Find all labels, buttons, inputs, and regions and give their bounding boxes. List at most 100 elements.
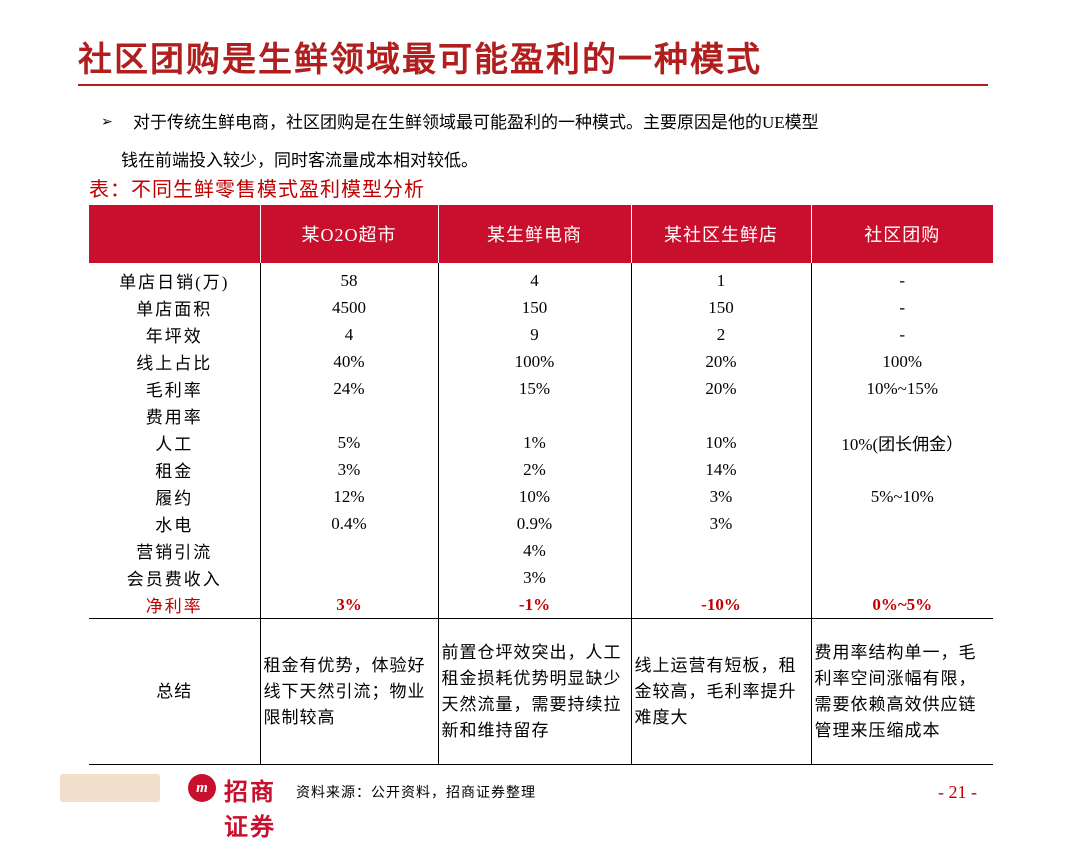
table-cell: 0%~5% xyxy=(811,591,993,619)
bullet-line-2: 钱在前端投入较少，同时客流量成本相对较低。 xyxy=(121,151,478,170)
row-label: 营销引流 xyxy=(89,537,261,564)
table-cell: 15% xyxy=(438,375,632,402)
table-cell: 10% xyxy=(631,429,812,456)
table-row: 费用率 xyxy=(89,402,993,429)
table-cell xyxy=(811,456,993,483)
table-header: 某O2O超市 xyxy=(260,205,439,263)
table-cell: 5% xyxy=(260,429,439,456)
table-row: 线上占比 40% 100% 20% 100% xyxy=(89,348,993,375)
bullet-point: ➢ 对于传统生鲜电商，社区团购是在生鲜领域最可能盈利的一种模式。主要原因是他的U… xyxy=(101,104,993,180)
summary-cell: 费用率结构单一，毛利率空间涨幅有限，需要依赖高效供应链管理来压缩成本 xyxy=(811,618,993,765)
table-header: 某生鲜电商 xyxy=(438,205,632,263)
table-cell xyxy=(260,537,439,564)
table-cell: -1% xyxy=(438,591,632,619)
table-cell: 10%(团长佣金） xyxy=(841,435,964,454)
table-cell: 3% xyxy=(260,591,439,619)
table-cell: 3% xyxy=(260,456,439,483)
table-cell xyxy=(631,402,812,429)
row-label: 净利率 xyxy=(89,591,261,619)
table-row: 水电 0.4% 0.9% 3% xyxy=(89,510,993,537)
row-label: 费用率 xyxy=(89,402,261,429)
row-label: 毛利率 xyxy=(89,375,261,402)
table-row: 单店面积 4500 150 150- xyxy=(89,294,993,321)
summary-cell: 线上运营有短板，租金较高，毛利率提升难度大 xyxy=(631,618,812,765)
table-cell: 4 xyxy=(438,263,632,294)
row-label: 水电 xyxy=(89,510,261,537)
source-note: 资料来源：公开资料，招商证券整理 xyxy=(296,786,536,801)
table-row: 单店日销(万) 58 4 1 - xyxy=(89,263,993,294)
table-cell: - xyxy=(899,324,906,344)
table-header: 某社区生鲜店 xyxy=(631,205,812,263)
table-cell: - xyxy=(899,270,906,290)
table-row: 履约 12% 10% 3% 5%~10% xyxy=(89,483,993,510)
table-cell: 4 xyxy=(260,321,439,348)
table-cell: 14% xyxy=(631,456,812,483)
arrow-bullet-icon: ➢ xyxy=(101,115,113,130)
row-label: 租金 xyxy=(89,456,261,483)
table-cell: 5%~10% xyxy=(870,486,934,506)
table-header: 社区团购 xyxy=(811,205,993,263)
table-cell: 24% xyxy=(260,375,439,402)
row-label: 人工 xyxy=(89,429,261,456)
table-cell xyxy=(631,564,812,591)
table-row: 会员费收入 3% xyxy=(89,564,993,591)
row-label: 总结 xyxy=(89,618,261,765)
row-label: 会员费收入 xyxy=(89,564,261,591)
page-number: - 21 - xyxy=(938,782,977,802)
table-cell: 20% xyxy=(631,375,812,402)
table-row: 人工 5% 1% 10% 10%(团长佣金） xyxy=(89,429,993,456)
table-cell: 1 xyxy=(631,263,812,294)
title-divider xyxy=(78,84,988,86)
table-row: 营销引流 4% xyxy=(89,537,993,564)
table-cell: 2% xyxy=(438,456,632,483)
table-row: 毛利率 24% 15% 20% 10%~15% xyxy=(89,375,993,402)
table-cell: 150 xyxy=(438,294,632,321)
table-cell: 150 xyxy=(631,294,812,321)
table-cell: 1% xyxy=(438,429,632,456)
table-cell: 20% xyxy=(631,348,812,375)
row-label: 年坪效 xyxy=(89,321,261,348)
summary-row: 总结 租金有优势，体验好线下天然引流；物业限制较高 前置仓坪效突出，人工租金损耗优势… xyxy=(89,618,993,765)
table-cell xyxy=(811,537,993,564)
table-cell: 10% xyxy=(438,483,632,510)
table-cell: 100% xyxy=(438,348,632,375)
summary-cell: 租金有优势，体验好线下天然引流；物业限制较高 xyxy=(260,618,439,765)
page-title: 社区团购是生鲜领域最可能盈利的一种模式 xyxy=(78,40,762,80)
row-label: 单店面积 xyxy=(89,294,261,321)
table-cell: -10% xyxy=(631,591,812,619)
table-cell: 3% xyxy=(631,510,812,537)
table-header-row: 某O2O超市 某生鲜电商 某社区生鲜店 社区团购 xyxy=(89,205,993,263)
logo-watermark xyxy=(60,774,160,802)
table-cell xyxy=(260,402,439,429)
table-cell xyxy=(811,510,993,537)
row-label: 线上占比 xyxy=(89,348,261,375)
logo-text: 招商证券 xyxy=(224,777,276,841)
table-row: 年坪效 4 9 2 - xyxy=(89,321,993,348)
table-cell: 3% xyxy=(438,564,632,591)
bullet-line-1: 对于传统生鲜电商，社区团购是在生鲜领域最可能盈利的一种模式。主要原因是他的UE模… xyxy=(133,113,819,132)
table-cell: 100% xyxy=(882,351,923,371)
table-header xyxy=(89,205,261,263)
net-margin-row: 净利率 3% -1% -10% 0%~5% xyxy=(89,591,993,619)
table-cell xyxy=(811,402,993,429)
broker-logo: m 招商证券 xyxy=(48,772,288,841)
table-caption: 表：不同生鲜零售模式盈利模型分析 xyxy=(89,179,425,201)
summary-cell: 前置仓坪效突出，人工租金损耗优势明显缺少天然流量，需要持续拉新和维持留存 xyxy=(438,618,632,765)
table-cell: 4500 xyxy=(260,294,439,321)
table-cell: 58 xyxy=(260,263,439,294)
table-cell: 9 xyxy=(438,321,632,348)
table-cell: 10%~15% xyxy=(866,378,939,398)
row-label: 单店日销(万) xyxy=(89,263,261,294)
table-cell: 0.9% xyxy=(438,510,632,537)
table-cell xyxy=(811,564,993,591)
table-cell: 2 xyxy=(631,321,812,348)
table-row: 租金 3% 2% 14% xyxy=(89,456,993,483)
table-cell xyxy=(260,564,439,591)
profit-model-table: 某O2O超市 某生鲜电商 某社区生鲜店 社区团购 单店日销(万) 58 4 1- 单店面… xyxy=(89,205,993,765)
table-cell: 0.4% xyxy=(260,510,439,537)
table-cell: 3% xyxy=(631,483,812,510)
table-cell: - xyxy=(899,297,906,317)
table-cell: 4% xyxy=(438,537,632,564)
row-label: 履约 xyxy=(89,483,261,510)
table-cell: 40% xyxy=(260,348,439,375)
